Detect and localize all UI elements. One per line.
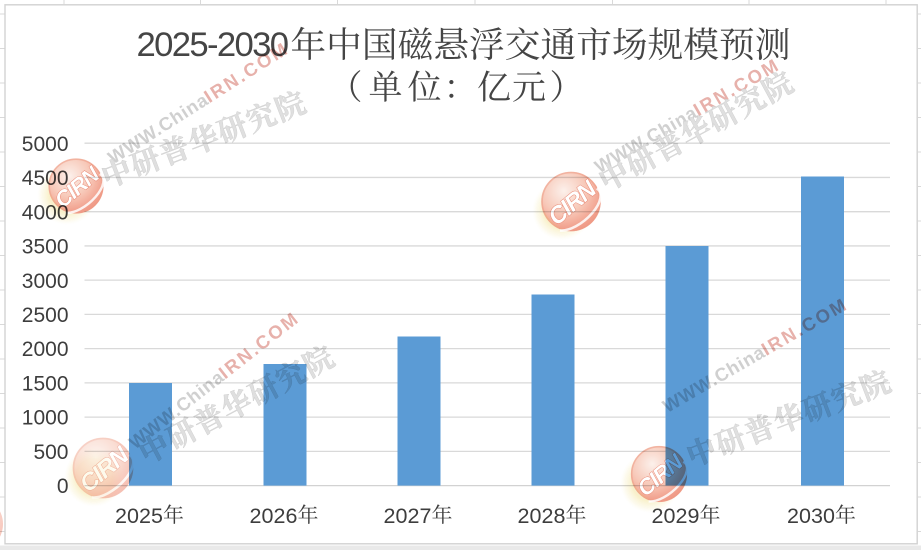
svg-text:2025: 2025 [115,504,163,528]
svg-text:500: 500 [33,441,68,464]
svg-text:1000: 1000 [22,407,69,430]
svg-text:2000: 2000 [22,338,69,361]
svg-text:3500: 3500 [22,236,69,259]
svg-text:5000: 5000 [22,133,69,156]
svg-text:0: 0 [57,475,69,498]
svg-text:1500: 1500 [22,372,69,395]
svg-text:2030: 2030 [787,504,835,528]
svg-text:2500: 2500 [22,304,69,327]
svg-text:3000: 3000 [22,270,69,293]
svg-text:2028: 2028 [518,504,566,528]
svg-text:2025-2030: 2025-2030 [137,26,290,64]
svg-text:2026: 2026 [250,504,298,528]
svg-text:2027: 2027 [384,504,432,528]
